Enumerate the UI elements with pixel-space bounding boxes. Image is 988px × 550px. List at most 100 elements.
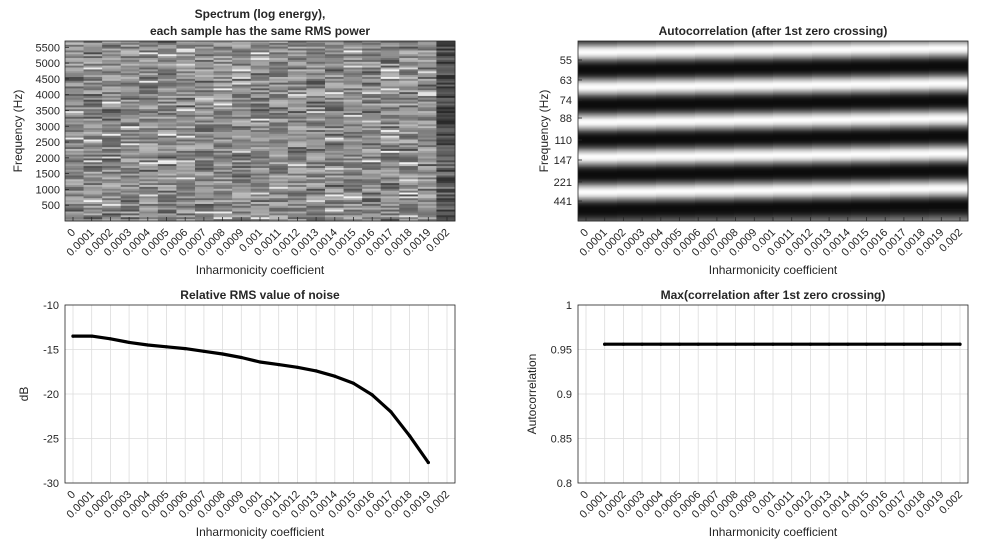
autocorrelation-cell [695,211,735,213]
spectrum-cell [417,167,437,171]
autocorrelation-cell [851,177,891,180]
autocorrelation-cell [929,84,969,86]
autocorrelation-cell [890,53,930,55]
autocorrelation-cell [617,210,657,212]
spectrum-cell [380,192,400,195]
spectrum-cell [157,139,177,142]
spectrum-cell [399,207,419,211]
autocorrelation-cell [812,102,852,104]
spectrum-cell [102,145,122,148]
spectrum-cell [232,113,252,116]
y-tick-label: 500 [42,200,60,212]
autocorrelation-cell [734,191,774,193]
spectrum-cell [157,181,177,184]
spectrum-cell [83,200,103,203]
spectrum-cell [102,198,122,201]
autocorrelation-cell [929,192,969,194]
autocorrelation-cell [851,188,891,191]
spectrum-cell [362,59,382,63]
spectrum-cell [139,61,159,65]
spectrum-cell [269,80,289,84]
autocorrelation-cell [773,189,813,192]
spectrum-cell [232,128,252,131]
spectrum-cell [157,198,177,201]
spectrum-cell [65,41,84,44]
spectrum-cell [157,186,177,190]
spectrum-cell [325,213,344,216]
autocorrelation-cell [890,138,930,140]
autocorrelation-cell [695,44,735,47]
spectrum-cell [213,88,233,91]
spectrum-cell [380,103,400,106]
y-tick-label: 4000 [36,90,60,102]
spectrum-cell [269,113,289,116]
spectrum-cell [399,169,419,173]
autocorrelation-cell [734,74,774,77]
spectrum-cell [195,69,214,72]
spectrum-cell [120,94,140,97]
spectrum-cell [139,183,159,186]
spectrum-cell [102,154,122,157]
autocorrelation-cell [929,185,969,187]
spectrum-cell [436,101,456,104]
spectrum-cell [65,190,84,193]
autocorrelation-cell [929,175,969,177]
autocorrelation-cell [773,108,813,110]
spectrum-cell [139,94,159,97]
autocorrelation-cell [890,141,930,144]
spectrum-cell [65,177,84,180]
autocorrelation-cell [929,145,969,147]
autocorrelation-cell [617,117,657,120]
spectrum-cell [436,200,456,203]
autocorrelation-cell [851,111,891,114]
spectrum-cell [306,131,326,135]
spectrum-cell [269,88,289,91]
spectrum-cell [306,80,326,84]
spectrum-cell [399,88,419,91]
autocorrelation-cell [851,173,891,175]
spectrum-cell [306,54,326,57]
autocorrelation-cell [734,201,774,204]
spectrum-cell [417,101,437,104]
spectrum-cell [269,188,289,192]
autocorrelation-cell [578,109,618,111]
autocorrelation-cell [773,151,813,153]
spectrum-cell [399,105,419,108]
spectrum-cell [176,203,196,207]
autocorrelation-cell [929,111,969,114]
spectrum-cell [176,147,196,150]
spectrum-cell [102,164,122,167]
autocorrelation-cell [695,114,735,116]
spectrum-cell [325,166,344,169]
spectrum-cell [399,154,419,157]
spectrum-cell [102,101,122,104]
autocorrelation-cell [617,119,657,121]
spectrum-cell [325,141,344,144]
spectrum-cell [436,109,456,112]
spectrum-cell [139,169,159,173]
spectrum-cell [102,86,122,89]
autocorrelation-cell [929,72,969,74]
spectrum-cell [399,162,419,165]
autocorrelation-cell [929,91,969,93]
spectrum-cell [380,183,400,186]
autocorrelation-cell [890,65,930,67]
spectrum-cell [120,183,140,186]
spectrum-cell [250,94,270,97]
autocorrelation-cell [773,128,813,131]
spectrum-cell [102,166,122,169]
autocorrelation-cell [734,146,774,149]
spectrum-cell [157,52,177,55]
autocorrelation-cell [617,180,657,182]
spectrum-cell [269,207,289,211]
autocorrelation-cell [929,159,969,162]
spectrum-cell [65,211,84,214]
autocorrelation-cell [773,152,813,155]
autocorrelation-cell [851,67,891,69]
autocorrelation-cell [695,107,735,109]
autocorrelation-cell [929,43,969,45]
spectrum-cell [380,164,400,167]
spectrum-cell [250,128,270,131]
spectrum-cell [417,113,437,116]
spectrum-cell [380,50,400,53]
